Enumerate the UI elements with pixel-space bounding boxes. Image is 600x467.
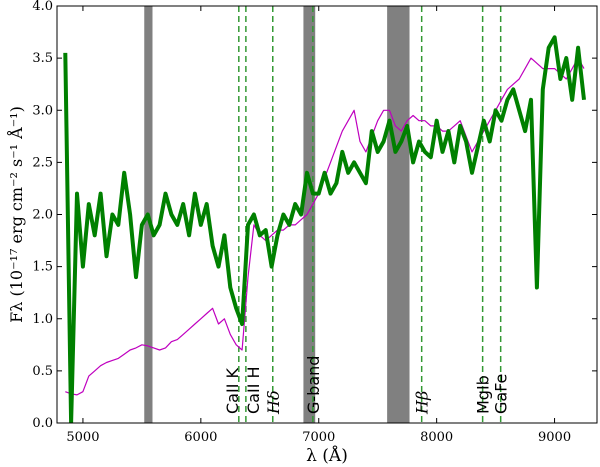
y-tick-label: 4.0 — [32, 0, 53, 14]
feature-label: G-band — [304, 356, 323, 414]
shaded-region — [387, 6, 410, 423]
plot-frame — [56, 5, 598, 424]
y-tick-label: 2.5 — [32, 155, 53, 170]
x-axis-label: λ (Å) — [306, 445, 348, 466]
y-tick-label: 0.5 — [32, 364, 53, 379]
y-tick-label: 2.0 — [32, 208, 53, 223]
x-tick-label: 7000 — [302, 430, 335, 445]
feature-label: CaII H — [244, 366, 263, 414]
spectrum-line — [63, 35, 586, 423]
feature-label: GaFe — [492, 374, 511, 414]
feature-label: MgIb — [474, 375, 493, 414]
y-tick-label: 1.5 — [32, 260, 53, 275]
feature-label: Hδ — [264, 390, 283, 415]
x-tick-label: 9000 — [538, 430, 571, 445]
y-tick-label: 3.5 — [32, 51, 53, 66]
x-tick-label: 6000 — [184, 430, 217, 445]
y-axis-label: Fλ (10⁻¹⁷ erg cm⁻² s⁻¹ Å⁻¹) — [6, 106, 26, 323]
plot-area — [63, 6, 586, 423]
x-tick-label: 5000 — [66, 430, 99, 445]
y-tick-label: 1.0 — [32, 312, 53, 327]
feature-label: CaII K — [223, 368, 242, 415]
x-tick-label: 8000 — [420, 430, 453, 445]
feature-label: Hβ — [413, 391, 432, 415]
y-tick-label: 3.0 — [32, 103, 53, 118]
shaded-region — [303, 6, 316, 423]
y-tick-label: 0.0 — [32, 416, 53, 431]
